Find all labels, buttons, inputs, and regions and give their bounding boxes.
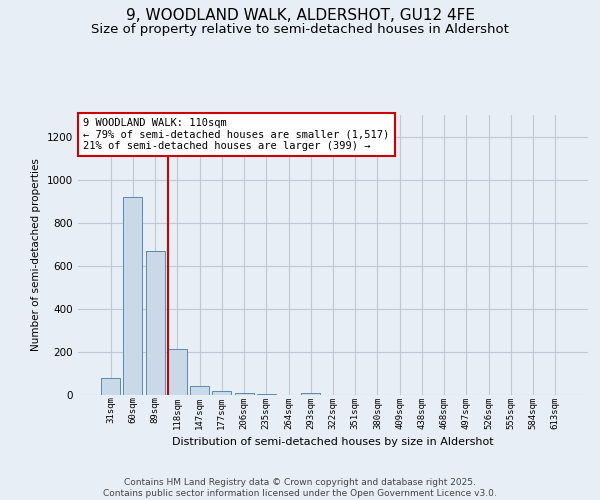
Bar — [301, 393, 320, 395]
Bar — [168, 348, 187, 395]
Bar — [235, 393, 254, 395]
Text: 9, WOODLAND WALK, ALDERSHOT, GU12 4FE: 9, WOODLAND WALK, ALDERSHOT, GU12 4FE — [125, 8, 475, 22]
Text: 9 WOODLAND WALK: 110sqm
← 79% of semi-detached houses are smaller (1,517)
21% of: 9 WOODLAND WALK: 110sqm ← 79% of semi-de… — [83, 118, 389, 151]
Y-axis label: Number of semi-detached properties: Number of semi-detached properties — [31, 158, 41, 352]
Text: Contains HM Land Registry data © Crown copyright and database right 2025.
Contai: Contains HM Land Registry data © Crown c… — [103, 478, 497, 498]
Bar — [190, 386, 209, 395]
Bar — [101, 378, 120, 395]
Bar — [212, 390, 231, 395]
X-axis label: Distribution of semi-detached houses by size in Aldershot: Distribution of semi-detached houses by … — [172, 437, 494, 447]
Text: Size of property relative to semi-detached houses in Aldershot: Size of property relative to semi-detach… — [91, 22, 509, 36]
Bar — [124, 197, 142, 395]
Bar — [146, 250, 164, 395]
Bar — [257, 394, 276, 395]
